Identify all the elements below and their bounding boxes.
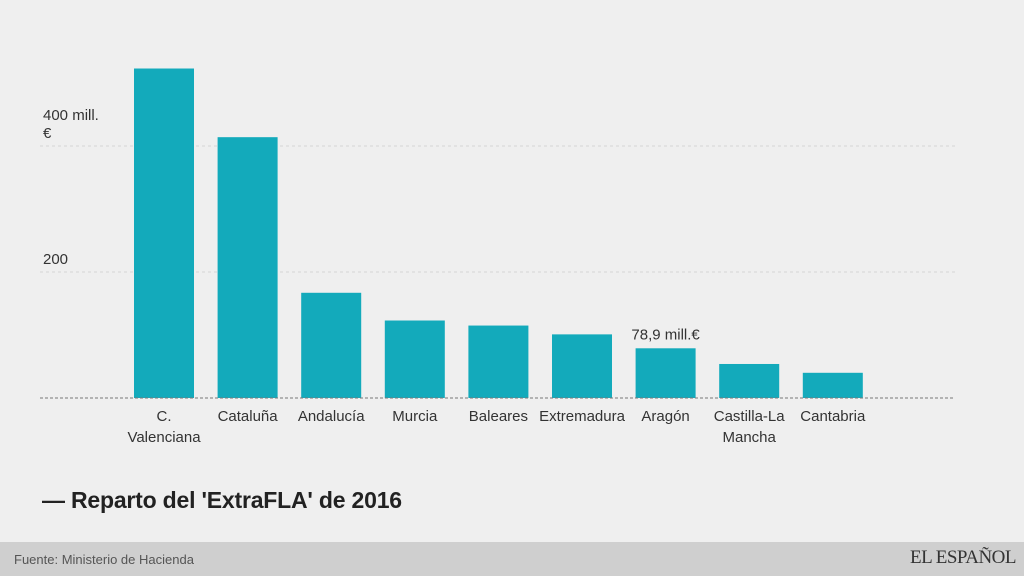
y-axis-ticks: 400 mill.€200 [43, 107, 99, 268]
category-label: Baleares [469, 408, 528, 425]
category-label: Cataluña [218, 408, 279, 425]
y-tick-label: € [43, 125, 52, 142]
source-note: Fuente: Ministerio de Hacienda [14, 552, 194, 567]
chart-title: — Reparto del 'ExtraFLA' de 2016 [42, 487, 402, 513]
category-label: C. [157, 408, 172, 425]
y-tick-label: 200 [43, 251, 68, 268]
category-label: Andalucía [298, 408, 365, 425]
bar [384, 320, 445, 398]
category-label: Aragón [641, 408, 689, 425]
bar [468, 325, 529, 398]
bar [301, 292, 362, 398]
category-label: Valenciana [127, 429, 201, 446]
category-label: Mancha [723, 429, 777, 446]
bar [635, 348, 696, 398]
data-label: 78,9 mill.€ [631, 326, 700, 343]
bar-chart: 400 mill.€200 C. Valenciana Cataluña Andalu… [40, 68, 955, 446]
category-labels: C. Valenciana Cataluña Andalucía Murcia Balea… [127, 408, 866, 446]
category-label: Castilla-La [714, 408, 786, 425]
y-tick-label: 400 mill. [43, 107, 99, 124]
bar [217, 137, 278, 398]
bar [719, 363, 780, 398]
category-label: Murcia [392, 408, 438, 425]
category-label: Extremadura [539, 408, 626, 425]
brand-logo: EL ESPAÑOL [909, 547, 1017, 568]
bars [134, 68, 863, 398]
bar [552, 334, 612, 398]
category-label: Cantabria [800, 408, 866, 425]
bar [134, 68, 194, 398]
footer-bar: Fuente: Ministerio de Hacienda EL ESPAÑO… [0, 542, 1024, 576]
bar [802, 372, 863, 398]
annotations: 78,9 mill.€ [631, 326, 700, 343]
